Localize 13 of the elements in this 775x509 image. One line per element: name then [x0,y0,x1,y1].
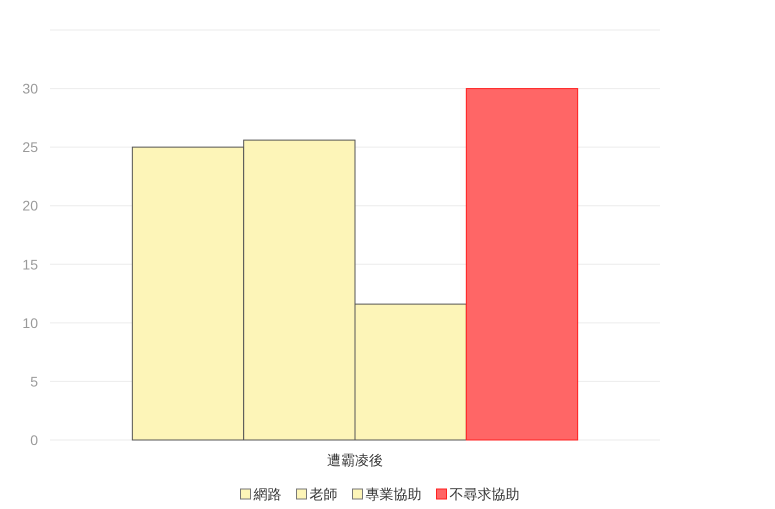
y-tick-label: 0 [30,432,38,448]
y-tick-label: 5 [30,373,38,390]
y-tick-label: 15 [22,256,38,272]
legend-label: 老師 [310,486,338,502]
bar [466,88,578,440]
y-tick-label: 20 [22,198,38,214]
y-tick-label: 30 [22,80,38,97]
x-tick-label: 遭霸凌後 [327,452,383,468]
y-tick-label: 10 [22,314,38,331]
legend-label: 專業協助 [366,486,422,502]
legend-label: 網路 [252,486,282,502]
legend-label: 不尋求協助 [450,486,520,502]
y-tick-label: 25 [22,139,38,156]
